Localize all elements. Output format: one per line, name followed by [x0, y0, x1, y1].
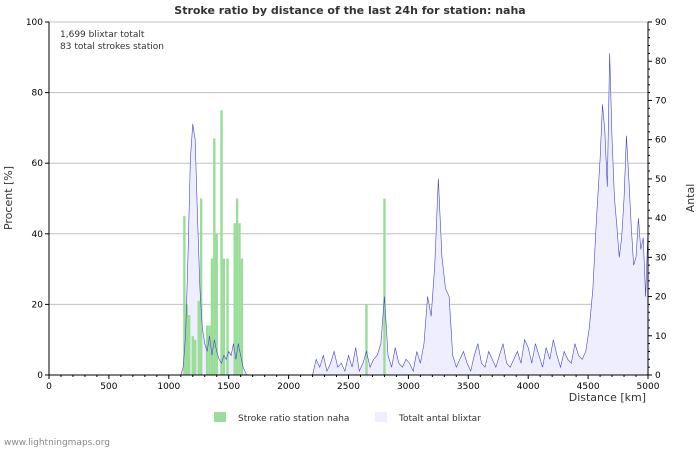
annotation-text: 83 total strokes station [60, 42, 164, 52]
ratio-bar [191, 336, 194, 375]
left-tick-label: 0 [37, 371, 43, 381]
x-tick-label: 4000 [517, 382, 540, 392]
ratio-bar [193, 339, 197, 375]
ratio-bar [226, 258, 229, 375]
x-tick-label: 3500 [457, 382, 480, 392]
right-tick-label: 70 [655, 96, 667, 106]
legend-label-total: Totalt antal blixtar [398, 414, 481, 424]
footer-credit: www.lightningmaps.org [4, 438, 110, 448]
left-tick-label: 80 [32, 89, 44, 99]
x-tick-label: 2000 [277, 382, 300, 392]
ratio-bar [220, 110, 223, 375]
ratio-bar [197, 300, 200, 375]
ratio-bar [365, 304, 368, 375]
area-series-fill [180, 53, 648, 375]
ratio-bar [240, 258, 244, 375]
right-tick-label: 50 [655, 175, 667, 185]
legend-swatch-ratio [214, 412, 226, 422]
area-series-line [180, 53, 649, 376]
x-tick-label: 1000 [157, 382, 180, 392]
ratio-bar [215, 233, 218, 375]
right-tick-label: 90 [655, 18, 667, 28]
right-tick-label: 0 [655, 371, 661, 381]
x-tick-label: 0 [46, 382, 52, 392]
right-tick-label: 80 [655, 57, 667, 67]
left-tick-label: 100 [26, 18, 43, 28]
x-tick-label: 2500 [337, 382, 360, 392]
ratio-bar [383, 198, 386, 375]
ratio-bar [210, 258, 214, 375]
ratio-bar [208, 325, 211, 375]
x-tick-label: 500 [100, 382, 117, 392]
ratio-bar [235, 198, 239, 375]
x-tick-label: 4500 [577, 382, 600, 392]
x-tick-label: 3000 [397, 382, 420, 392]
ratio-bar [187, 314, 191, 375]
y-left-axis-label: Procent [%] [2, 166, 15, 230]
x-axis-label: Distance [km] [569, 391, 646, 404]
annotation-text: 1,699 blixtar totalt [60, 30, 145, 40]
left-tick-label: 40 [32, 230, 44, 240]
chart-title: Stroke ratio by distance of the last 24h… [174, 4, 525, 17]
ratio-bar [199, 198, 203, 375]
left-tick-label: 20 [32, 300, 44, 310]
ratio-bar [222, 258, 226, 375]
ratio-bar [183, 216, 186, 375]
right-tick-label: 20 [655, 293, 667, 303]
x-tick-label: 5000 [637, 382, 660, 392]
ratio-bar [233, 223, 236, 375]
ratio-bar [185, 304, 188, 375]
y-right-axis-label: Antal [684, 184, 697, 213]
right-tick-label: 10 [655, 332, 667, 342]
right-tick-label: 40 [655, 214, 667, 224]
x-tick-label: 1500 [217, 382, 240, 392]
ratio-bar [238, 223, 241, 375]
left-tick-label: 60 [32, 159, 44, 169]
legend-label-ratio: Stroke ratio station naha [238, 414, 349, 424]
legend-swatch-total [375, 412, 387, 422]
right-tick-label: 60 [655, 136, 667, 146]
ratio-bar [213, 138, 216, 375]
right-tick-label: 30 [655, 253, 667, 263]
